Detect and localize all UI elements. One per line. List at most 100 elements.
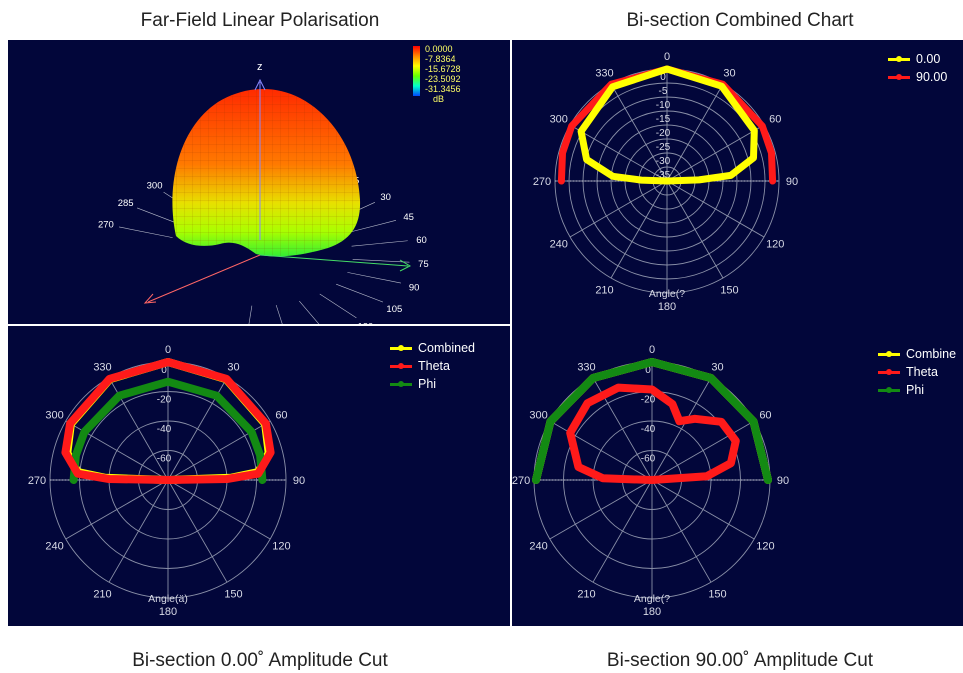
series-point <box>262 419 270 427</box>
series-point <box>254 470 262 478</box>
series-point <box>751 127 758 134</box>
x-axis <box>147 254 261 303</box>
angle-tick-label: 90 <box>293 475 305 487</box>
radial-tick-label: -35 <box>656 170 671 181</box>
caption-amplitude-cut-0: Bi-section 0.00˚ Amplitude Cut <box>132 650 388 671</box>
radial-tick-label: -40 <box>157 424 172 435</box>
polar-spoke <box>666 180 765 238</box>
angle-tick-label: 270 <box>28 475 46 487</box>
azimuth-spoke <box>118 226 173 238</box>
series-point <box>558 178 565 184</box>
series-point <box>638 177 645 184</box>
colorbar-gradient <box>413 46 420 96</box>
radial-tick-label: -40 <box>641 424 656 435</box>
series-point <box>223 475 231 483</box>
polar-spoke <box>549 420 653 481</box>
series-point <box>105 475 113 483</box>
caption-far-field: Far-Field Linear Polarisation <box>140 10 380 31</box>
azimuth-spoke <box>319 293 357 319</box>
series-point <box>727 459 735 467</box>
angle-tick-label: 300 <box>529 410 547 422</box>
angle-axis-label: Angle(? <box>649 288 685 300</box>
colorbar-label: -15.6728 <box>425 64 461 74</box>
series-point <box>750 154 757 161</box>
series-point <box>732 437 740 445</box>
radial-tick-label: -20 <box>641 395 656 406</box>
legend-item: Theta <box>390 357 475 375</box>
angle-tick-label: 0 <box>649 344 655 356</box>
amplitude-cut-90-polar-chart: 0 -20 -40 -60 0 30 60 90 120 150 180 210 240 270 300 33… <box>512 344 789 618</box>
series-point <box>81 428 89 436</box>
polar-spoke <box>651 377 712 481</box>
series-point <box>668 400 676 408</box>
series-point <box>648 358 656 366</box>
amplitude-cut-0-panel[interactable]: 0 -20 -40 -60 0 30 60 90 120 150 180 210 240 270 300 33… <box>8 326 510 626</box>
angle-tick-label: 120 <box>272 541 290 553</box>
polar-spoke <box>592 479 653 583</box>
radial-tick-label: 0 <box>161 365 167 376</box>
polar-spoke <box>651 479 755 540</box>
radial-tick-label: -60 <box>157 454 172 465</box>
series-point <box>115 392 123 400</box>
series-point <box>164 378 172 386</box>
series-point <box>213 392 221 400</box>
angle-tick-label: 180 <box>658 301 676 313</box>
angle-tick-label: 270 <box>512 475 530 487</box>
colorbar-label: -7.8364 <box>425 54 456 64</box>
angle-axis-label: Angle(? <box>634 593 670 605</box>
azimuth-label: 300 <box>147 181 163 192</box>
angle-tick-label: 90 <box>777 475 789 487</box>
legend-label: Combine <box>906 347 957 361</box>
angle-tick-label: 330 <box>595 68 613 80</box>
angle-tick-label: 0 <box>664 51 670 63</box>
series-point <box>546 417 554 425</box>
angle-tick-label: 330 <box>577 362 595 374</box>
polar-spoke <box>569 124 668 182</box>
legend-item: Phi <box>390 375 475 393</box>
angle-tick-label: 30 <box>723 68 735 80</box>
series-point <box>559 150 566 157</box>
legend-item: Combined <box>390 339 475 357</box>
series-point <box>614 384 622 392</box>
azimuth-label: 90 <box>409 282 420 293</box>
legend-item: 90.00 <box>888 68 947 86</box>
series-point <box>707 374 715 382</box>
angle-tick-label: 60 <box>275 410 287 422</box>
radial-tick-label: -30 <box>656 156 671 167</box>
series-point <box>703 472 711 480</box>
angle-tick-label: 300 <box>45 410 63 422</box>
series-point <box>648 386 656 394</box>
legend-label: Combined <box>418 341 475 355</box>
amplitude-cut-90-panel[interactable]: 0 -20 -40 -60 0 30 60 90 120 150 180 210 240 270 300 33… <box>512 326 963 626</box>
series-point <box>247 428 255 436</box>
azimuth-label: 270 <box>98 220 114 231</box>
radiation-dome-mesh <box>172 88 361 257</box>
series-point <box>222 375 230 383</box>
polar-spoke <box>569 180 668 238</box>
far-field-3d-panel[interactable]: 2702853003153303450153045607590105120135… <box>8 40 510 324</box>
azimuth-spoke <box>275 304 283 324</box>
series-point <box>72 451 80 459</box>
amplitude-cut-90-legend: Combine Theta Phi <box>878 345 956 399</box>
series-point <box>568 122 575 129</box>
radial-tick-label: -5 <box>659 86 668 97</box>
series-point <box>164 476 172 484</box>
polar-spoke <box>167 479 271 540</box>
angle-tick-label: 240 <box>550 239 568 251</box>
azimuth-label: 75 <box>418 259 429 270</box>
legend-item: 0.00 <box>888 50 947 68</box>
series-point <box>718 83 725 90</box>
angle-tick-label: 150 <box>224 588 242 600</box>
radial-tick-label: -25 <box>656 142 671 153</box>
radial-tick-label: -20 <box>157 395 172 406</box>
angle-tick-label: 210 <box>577 588 595 600</box>
combined-chart-panel[interactable]: 0 -5 -10 -15 -20 -25 -30 -35 0 30 60 90 120 150 180 210… <box>512 40 963 326</box>
angle-tick-label: 30 <box>227 362 239 374</box>
polar-spoke <box>610 180 668 279</box>
angle-tick-label: 120 <box>756 541 774 553</box>
x-axis-arrow <box>143 293 157 304</box>
azimuth-spoke <box>344 220 397 234</box>
series-point <box>106 375 114 383</box>
angle-tick-label: 240 <box>529 541 547 553</box>
azimuth-label: 45 <box>403 212 414 223</box>
